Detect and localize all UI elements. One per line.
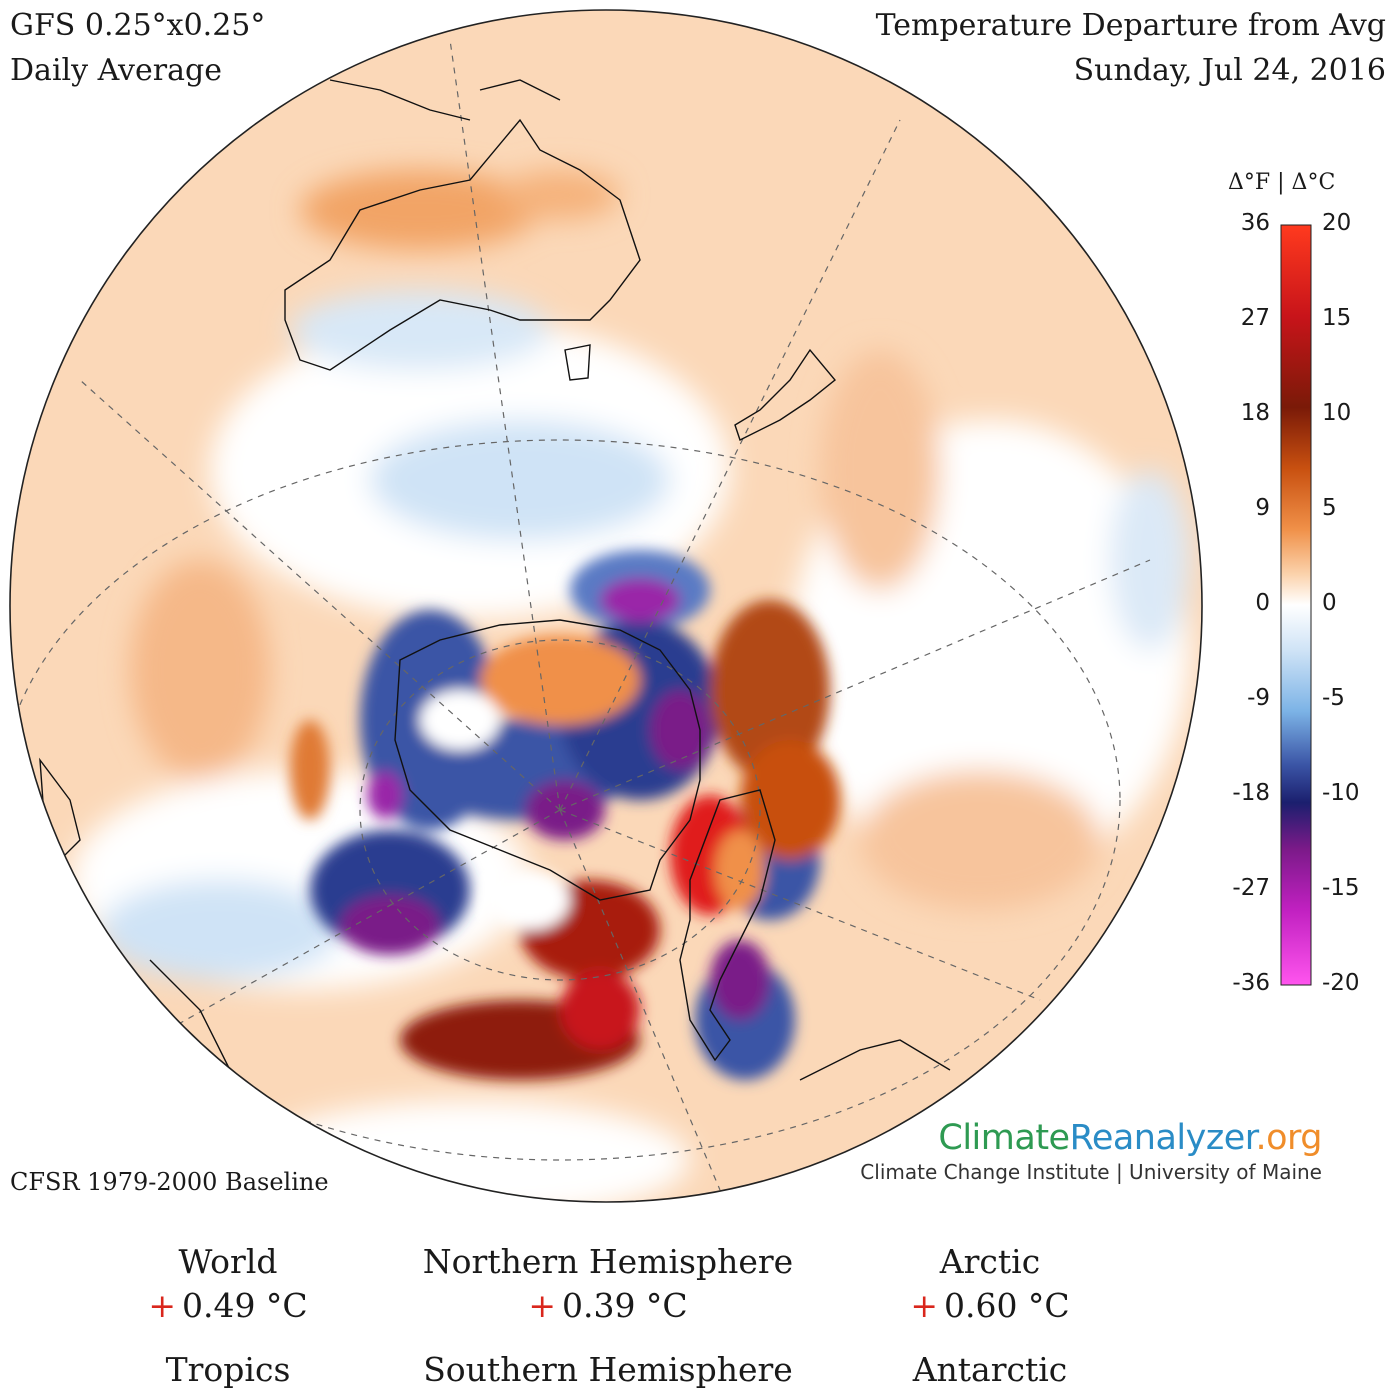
stat-label: Northern Hemisphere <box>422 1242 794 1281</box>
legend-tick-f: 18 <box>1240 400 1270 426</box>
period-label: Daily Average <box>10 53 222 88</box>
legend-tick-f: -27 <box>1232 875 1270 901</box>
legend-tick-f: -9 <box>1247 685 1270 711</box>
australia-outline <box>284 118 641 371</box>
stat-label: World <box>178 1242 278 1281</box>
stat-world: World +0.49 °C <box>148 1242 308 1325</box>
legend-tick-f: 36 <box>1240 210 1270 236</box>
legend-tick-c: 10 <box>1322 400 1352 426</box>
stat-northern-hemisphere: Northern Hemisphere +0.39 °C <box>422 1242 794 1325</box>
south-america-outline <box>679 789 776 1062</box>
map-title: Temperature Departure from Avg <box>875 8 1386 43</box>
stat-label: Arctic <box>939 1242 1041 1281</box>
antarctica-outline <box>394 619 701 901</box>
legend-header: Δ°F | Δ°C <box>1228 170 1336 195</box>
new-zealand-outline <box>734 348 836 441</box>
header-right: Temperature Departure from Avg Sunday, J… <box>876 4 1386 94</box>
southeast-asia-edge <box>329 79 561 121</box>
legend-tick-f: -36 <box>1232 970 1270 996</box>
header-left: GFS 0.25°x0.25° Daily Average <box>10 4 265 94</box>
legend-tick-c: 15 <box>1322 305 1352 331</box>
stat-label: Southern Hemisphere <box>423 1350 793 1389</box>
stat-antarctic: Antarctic <box>780 1348 1200 1392</box>
legend-tick-c: 20 <box>1322 210 1352 236</box>
stat-label: Tropics <box>165 1350 291 1389</box>
stat-label: Antarctic <box>912 1350 1068 1389</box>
north-america-edge <box>799 1039 951 1081</box>
model-label: GFS 0.25°x0.25° <box>10 8 266 43</box>
baseline-note: CFSR 1979-2000 Baseline <box>10 1168 329 1196</box>
tasmania-outline <box>564 344 591 381</box>
brand-block: ClimateReanalyzer.org Climate Change Ins… <box>860 1118 1322 1184</box>
stat-value: 0.49 °C <box>181 1286 308 1325</box>
legend-tick-c: -20 <box>1322 970 1360 996</box>
colorbar <box>1280 224 1312 986</box>
stat-southern-hemisphere: Southern Hemisphere <box>398 1348 818 1392</box>
map-date: Sunday, Jul 24, 2016 <box>1073 53 1386 88</box>
legend-tick-c: 0 <box>1322 590 1337 616</box>
stat-value: 0.60 °C <box>943 1286 1070 1325</box>
graticule <box>10 39 1151 1191</box>
brand-logo[interactable]: ClimateReanalyzer.org <box>938 1118 1322 1158</box>
legend-tick-f: 0 <box>1255 590 1270 616</box>
institute-label: Climate Change Institute | University of… <box>860 1160 1322 1184</box>
legend-tick-c: -5 <box>1322 685 1345 711</box>
legend-tick-f: 9 <box>1255 495 1270 521</box>
legend-tick-c: -15 <box>1322 875 1360 901</box>
legend-tick-c: 5 <box>1322 495 1337 521</box>
stat-value: 0.39 °C <box>561 1286 688 1325</box>
stat-arctic: Arctic +0.60 °C <box>910 1242 1070 1325</box>
legend-tick-c: -10 <box>1322 780 1360 806</box>
legend-tick-f: 27 <box>1240 305 1270 331</box>
legend-tick-f: -18 <box>1232 780 1270 806</box>
stat-tropics: Tropics <box>18 1348 438 1392</box>
globe-outline <box>9 9 1203 1203</box>
coastlines <box>39 79 951 1111</box>
